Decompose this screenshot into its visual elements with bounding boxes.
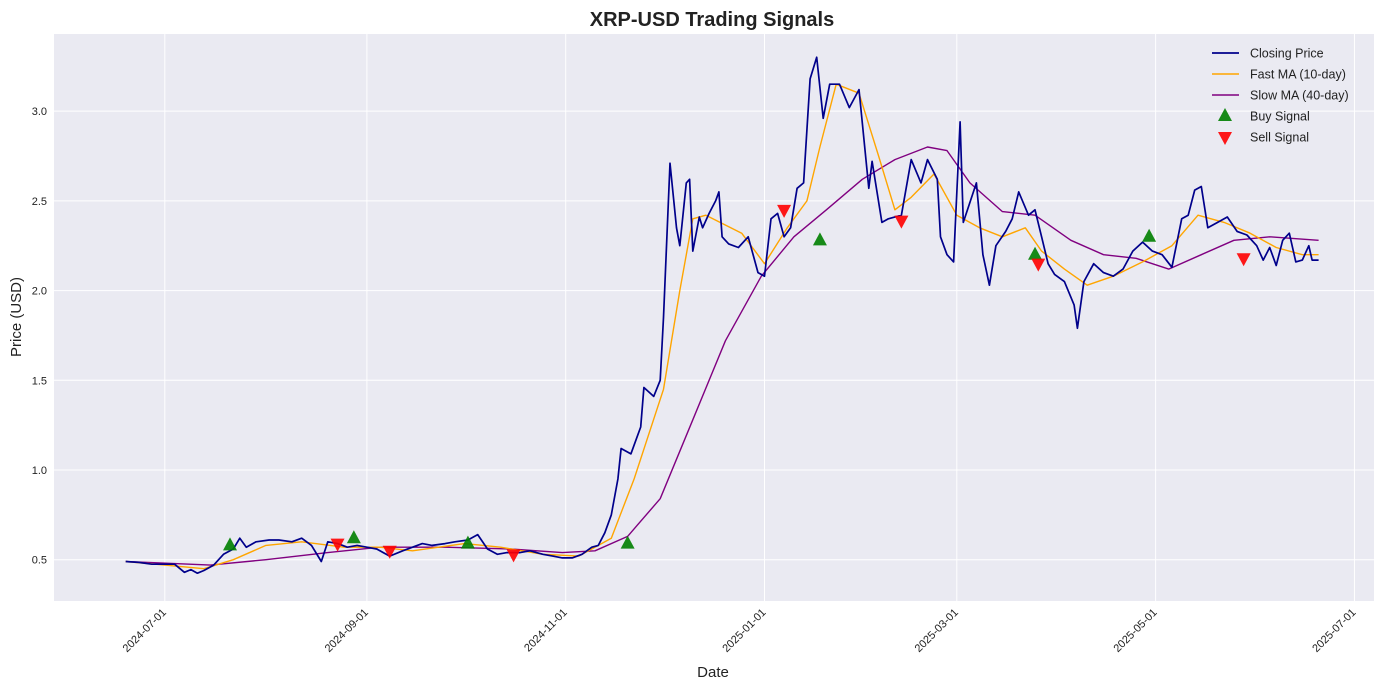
y-tick-label: 1.5	[32, 375, 47, 387]
legend-item-fast-ma-10-day: Fast MA (10-day)	[1212, 68, 1346, 82]
buy-signal-marker	[1142, 228, 1157, 242]
legend-label: Sell Signal	[1250, 131, 1309, 145]
buy-signal-marker	[812, 232, 827, 246]
fast-ma-10-day-line	[125, 83, 1319, 570]
sell-signal-marker	[894, 215, 909, 229]
chart-title: XRP-USD Trading Signals	[590, 9, 834, 31]
sell-signal-marker	[382, 545, 397, 559]
y-axis: 0.5 1.0 1.5 2.0 2.5 3.0	[32, 106, 47, 567]
legend-label: Closing Price	[1250, 47, 1324, 61]
buy-signal-marker	[223, 537, 237, 551]
x-tick-label: 2025-01-01	[720, 607, 768, 655]
x-tick-label: 2024-07-01	[121, 607, 169, 655]
buy-signal-marker	[1028, 246, 1043, 260]
slow-ma-40-day-line	[125, 146, 1319, 566]
grid	[54, 34, 1374, 601]
y-axis-label: Price (USD)	[8, 277, 25, 357]
x-tick-label: 2024-09-01	[323, 607, 371, 655]
buy-signal-marker	[346, 530, 361, 544]
legend-item-closing-price: Closing Price	[1212, 47, 1324, 61]
sell-signal-marker	[1031, 258, 1046, 272]
closing-price-line	[125, 56, 1319, 575]
legend-label: Slow MA (40-day)	[1250, 89, 1349, 103]
series-group	[125, 56, 1319, 575]
x-tick-label: 2025-03-01	[913, 607, 961, 655]
y-tick-label: 0.5	[32, 555, 47, 567]
signal-markers	[223, 204, 1251, 563]
sell-signal-marker	[330, 538, 345, 552]
legend-item-slow-ma-40-day: Slow MA (40-day)	[1212, 89, 1349, 103]
x-tick-label: 2025-05-01	[1111, 607, 1159, 655]
y-tick-label: 2.0	[32, 286, 47, 298]
legend-item-sell-signal: Sell Signal	[1218, 131, 1309, 145]
legend-label: Buy Signal	[1250, 110, 1310, 124]
y-tick-label: 1.0	[32, 465, 47, 477]
x-axis-label: Date	[697, 664, 729, 681]
sell-signal-marker	[1236, 253, 1251, 267]
plot-area	[54, 34, 1374, 601]
buy-signal-marker	[460, 535, 475, 549]
y-tick-label: 2.5	[32, 196, 47, 208]
sell-signal-marker	[506, 549, 521, 563]
x-axis: 2024-07-01 2024-09-01 2024-11-01 2025-01-01…	[121, 607, 1359, 655]
legend-label: Fast MA (10-day)	[1250, 68, 1346, 82]
legend-marker-swatch	[1218, 132, 1232, 145]
buy-signal-marker	[620, 535, 635, 549]
legend-marker-swatch	[1218, 108, 1232, 121]
x-tick-label: 2025-07-01	[1310, 607, 1358, 655]
legend-item-buy-signal: Buy Signal	[1218, 108, 1310, 124]
sell-signal-marker	[777, 204, 792, 218]
y-tick-label: 3.0	[32, 106, 47, 118]
legend: Closing Price Fast MA (10-day) Slow MA (40…	[1212, 47, 1349, 145]
x-tick-label: 2024-11-01	[522, 607, 570, 655]
